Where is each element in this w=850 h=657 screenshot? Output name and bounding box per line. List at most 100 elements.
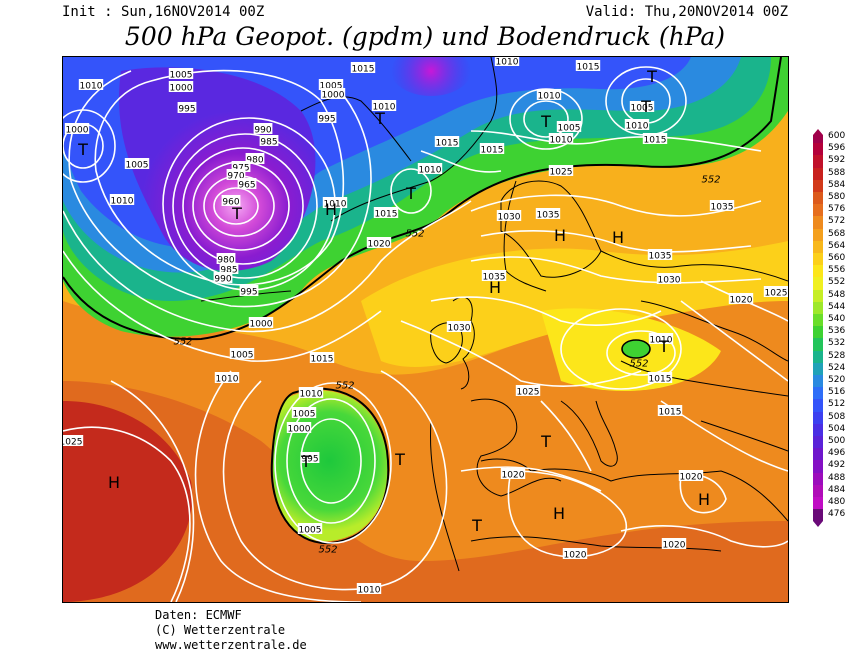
legend-value: 536 <box>828 326 846 337</box>
legend-value: 496 <box>828 448 846 459</box>
legend-value: 508 <box>828 411 846 422</box>
gpdm-552-line <box>63 57 782 341</box>
isobar-label-bg <box>216 253 236 264</box>
legend-value: 532 <box>828 338 846 349</box>
gpdm-label: 552 <box>701 175 720 186</box>
isobar-label-bg <box>548 133 574 144</box>
footer-copyright: (C) Wetterzentrale <box>155 623 286 637</box>
top-low <box>391 57 471 96</box>
legend-value: 476 <box>828 509 846 520</box>
high-pressure-marker: H <box>554 226 566 245</box>
legend-value: 528 <box>828 350 846 361</box>
isobar-labels: 1010100510009951000100510109909859809759… <box>63 57 788 596</box>
isobar-label: 995 <box>301 455 318 465</box>
legend-value: 560 <box>828 253 846 263</box>
isobar-label-bg <box>642 133 668 144</box>
isobar-label-bg <box>64 123 90 134</box>
isobar-label-bg <box>656 273 682 284</box>
isobar-label-bg <box>78 79 104 90</box>
isobar-label: 1015 <box>659 408 682 418</box>
isobar-label: 1015 <box>436 139 459 149</box>
legend-swatch <box>813 228 823 241</box>
low-pressure-marker: T <box>471 516 482 535</box>
isobar-label-bg <box>168 81 194 92</box>
isobar-label-bg <box>648 333 674 344</box>
weather-map: 552 552 552 552 552 552 1010 1005 1000 995 1000 10… <box>62 56 789 603</box>
legend-swatch <box>813 135 823 144</box>
isobar-label: 1010 <box>300 390 323 400</box>
low-pressure-marker: T <box>231 204 242 223</box>
isobar-label: 985 <box>220 266 237 276</box>
legend-value: 540 <box>828 314 846 324</box>
high-pressure-marker: H <box>698 490 710 509</box>
low-pressure-marker: T <box>77 140 88 159</box>
legend-swatch <box>813 240 823 253</box>
isobar-label-bg <box>63 435 84 446</box>
legend-value: 524 <box>828 362 846 373</box>
isobar-label: 1010 <box>111 197 134 207</box>
legend-value: 584 <box>828 179 846 190</box>
isobar-label-bg <box>350 62 376 73</box>
low-pressure-marker: T <box>405 184 416 203</box>
isobar-label: 1005 <box>631 104 654 114</box>
footer-website: www.wetterzentrale.de <box>155 638 307 652</box>
isobar-label-bg <box>259 135 279 146</box>
legend-swatch <box>813 155 823 168</box>
legend-value: 516 <box>828 387 846 398</box>
valid-time: Valid: Thu,20NOV2014 00Z <box>585 4 788 20</box>
isobar-label-bg <box>291 407 317 418</box>
isobar-label-bg <box>248 317 274 328</box>
isobar-label-bg <box>624 119 650 130</box>
isobar-label: 1015 <box>375 210 398 220</box>
legend-value: 548 <box>828 289 846 300</box>
low-pressure-marker: T <box>374 109 385 128</box>
legend-swatch <box>813 289 823 302</box>
isobar-label: 1015 <box>577 63 600 73</box>
isobar-label-bg <box>286 422 312 433</box>
isobar-label-bg <box>548 165 574 176</box>
isobar-label-bg <box>317 112 337 123</box>
isobar-label: 1010 <box>626 122 649 132</box>
legend-value: 580 <box>828 192 846 202</box>
isobar-label-bg <box>647 372 673 383</box>
isobar-label-bg <box>214 372 240 383</box>
isobar-label-bg <box>356 583 382 594</box>
isobar-label-bg <box>434 136 460 147</box>
isobar-label-bg <box>226 169 246 180</box>
isobar-label-bg <box>229 348 255 359</box>
isobar-label: 1010 <box>538 92 561 102</box>
isobar-label: 1010 <box>419 166 442 176</box>
isobar-label-bg <box>661 538 687 549</box>
isobar-label: 1015 <box>649 375 672 385</box>
isobar-label-bg <box>647 249 673 260</box>
high-pressure-marker: H <box>108 473 120 492</box>
gpdm-label: 552 <box>173 337 192 348</box>
legend-swatch <box>813 204 823 217</box>
isobar-label-bg <box>309 352 335 363</box>
low-pressure-marker: T <box>640 97 651 116</box>
isobar-label: 1025 <box>63 438 82 448</box>
isobar-label-bg <box>297 523 323 534</box>
legend-value: 480 <box>828 497 846 507</box>
isobar-label-bg <box>562 548 588 559</box>
isobar-label: 1010 <box>216 375 239 385</box>
isobar-label-bg <box>366 237 392 248</box>
isobar-label-bg <box>245 153 265 164</box>
isobar-label-bg <box>556 121 582 132</box>
isobar-label-bg <box>237 178 257 189</box>
high-pressure-marker: H <box>553 504 565 523</box>
isobar-label-bg <box>728 293 754 304</box>
isobar-label: 1020 <box>502 471 525 481</box>
legend-swatch <box>813 253 823 266</box>
legend-swatch <box>813 179 823 192</box>
cold-core <box>119 67 316 271</box>
isobar-label-bg <box>446 321 472 332</box>
isobar-label-bg <box>177 102 197 113</box>
legend-swatch <box>813 362 823 375</box>
legend-swatch <box>813 167 823 180</box>
legend-swatch <box>813 448 823 461</box>
legend-value: 600 <box>828 131 846 141</box>
isobar-label: 1000 <box>66 126 89 136</box>
legend-swatch <box>813 216 823 229</box>
